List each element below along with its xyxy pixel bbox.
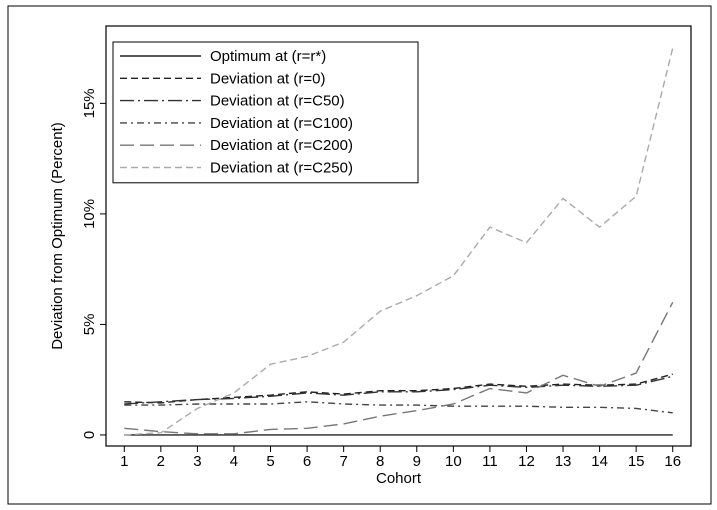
legend-label: Deviation at (r=C250) [210, 160, 353, 177]
y-axis: 0 5% 10% 15% [81, 88, 106, 439]
x-tick-label: 10 [445, 453, 462, 470]
x-tick-label: 1 [120, 453, 128, 470]
series-line-6 [124, 47, 674, 436]
x-tick-label: 5 [266, 453, 274, 470]
x-tick-label: 12 [518, 453, 535, 470]
series-layer [124, 47, 674, 436]
legend: Optimum at (r=r*) Deviation at (r=0) Devia… [112, 41, 419, 184]
x-tick-label: 6 [303, 453, 311, 470]
x-tick-label: 8 [376, 453, 384, 470]
x-tick-label: 2 [157, 453, 165, 470]
x-tick-label: 14 [591, 453, 608, 470]
legend-label: Deviation at (r=C50) [210, 93, 345, 110]
legend-label: Deviation at (r=C100) [210, 115, 353, 132]
x-tick-label: 7 [339, 453, 347, 470]
x-tick-label: 4 [230, 453, 238, 470]
x-tick-label: 9 [413, 453, 421, 470]
y-tick-label: 0 [81, 431, 98, 439]
x-axis: 1 2 3 4 5 6 7 8 9 10 11 12 13 14 15 16 [120, 446, 681, 470]
x-tick-label: 13 [555, 453, 572, 470]
legend-label: Deviation at (r=0) [210, 70, 325, 87]
legend-box [112, 41, 419, 184]
x-axis-title: Cohort [376, 470, 422, 487]
y-tick-label: 5% [81, 314, 98, 336]
x-tick-label: 11 [482, 453, 498, 470]
series-line-5 [124, 301, 674, 435]
series-line-3 [124, 375, 673, 405]
y-axis-title: Deviation from Optimum (Percent) [49, 122, 66, 350]
legend-label: Optimum at (r=r*) [210, 48, 326, 65]
y-tick-label: 15% [81, 88, 98, 118]
x-tick-label: 3 [193, 453, 201, 470]
y-tick-label: 10% [81, 199, 98, 229]
x-tick-label: 15 [628, 453, 645, 470]
x-tick-label: 16 [664, 453, 681, 470]
legend-label: Deviation at (r=C200) [210, 137, 353, 154]
series-line-4 [124, 401, 673, 414]
